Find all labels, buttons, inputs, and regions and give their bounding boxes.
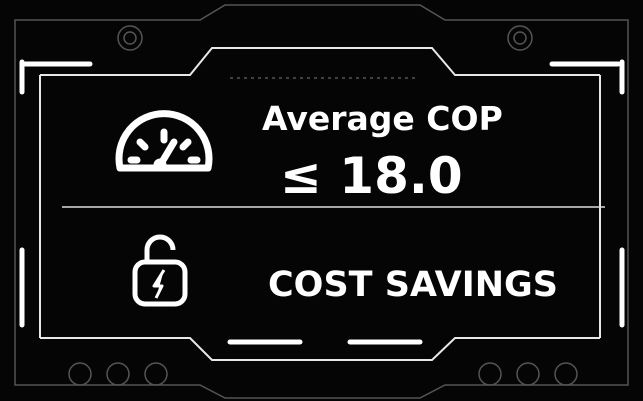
- metric-value: ≤ 18.0: [280, 147, 463, 205]
- benefit-label: COST SAVINGS: [268, 265, 558, 305]
- metric-label: Average COP: [262, 99, 503, 138]
- graphic: Average COP ≤ 18.0 COST SAVINGS: [0, 0, 643, 401]
